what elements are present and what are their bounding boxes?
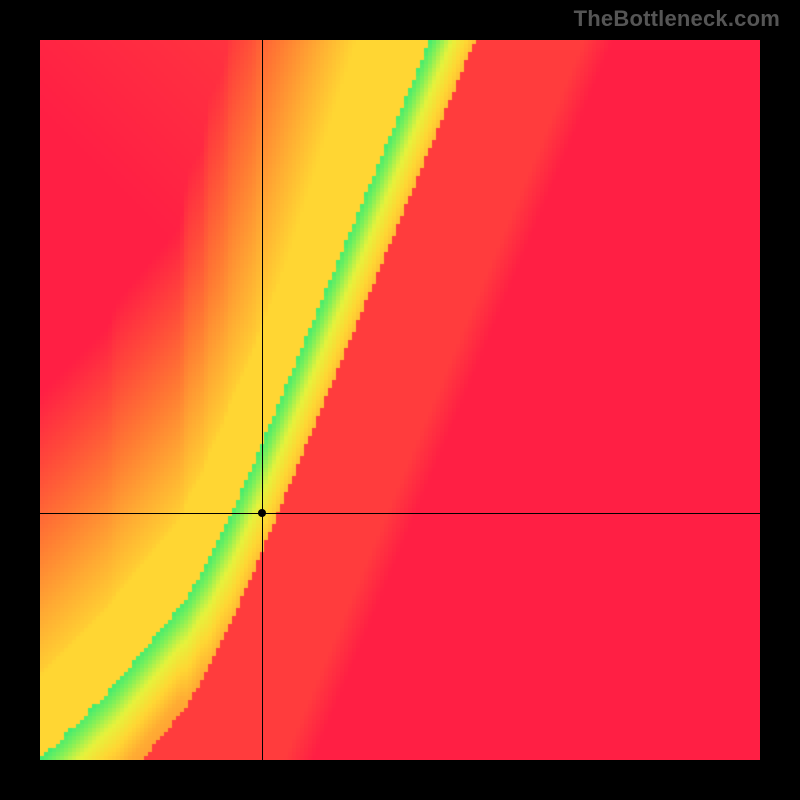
watermark-text: TheBottleneck.com <box>574 6 780 32</box>
plot-area <box>40 40 760 760</box>
bottleneck-heatmap <box>40 40 760 760</box>
figure-container: TheBottleneck.com <box>0 0 800 800</box>
